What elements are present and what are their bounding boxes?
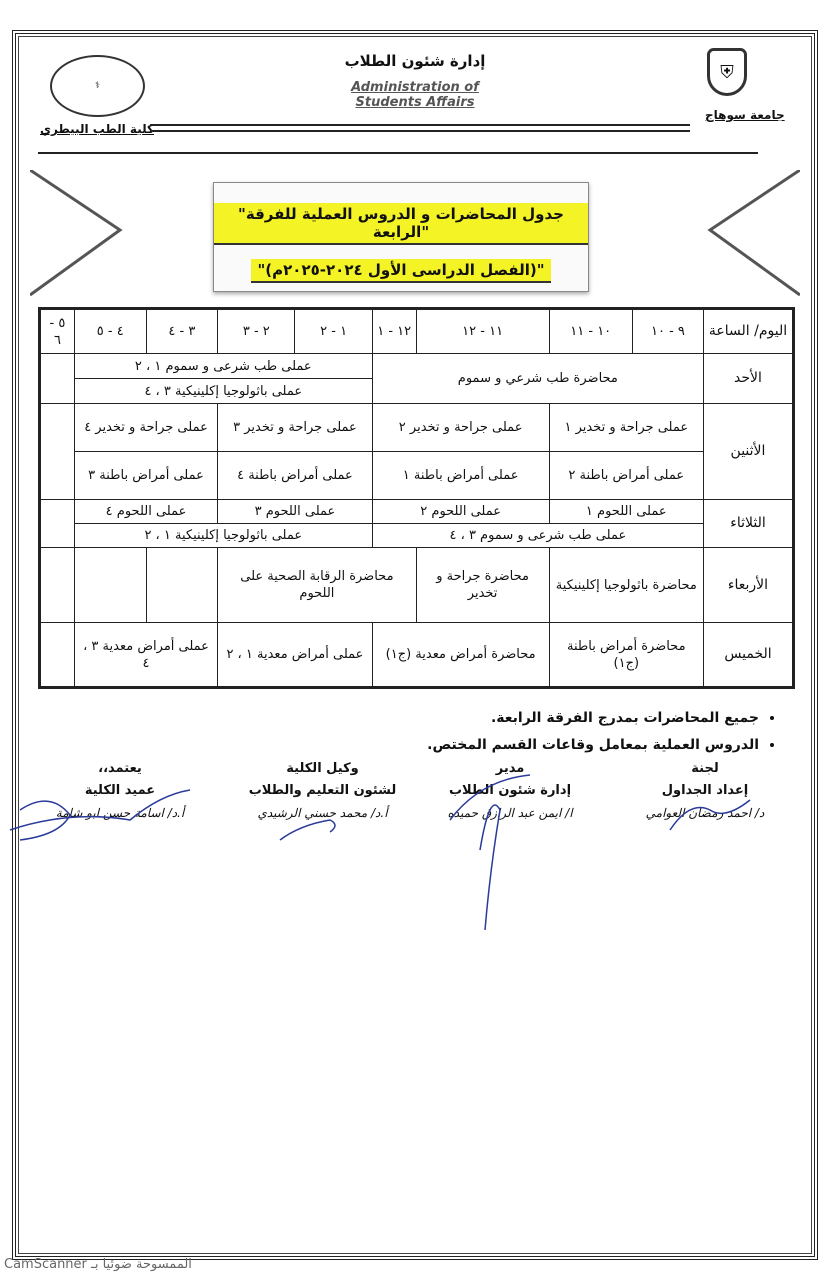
- schedule-title: "جدول المحاضرات و الدروس العملية للفرقة …: [214, 203, 588, 245]
- class-cell: عملى أمراض معدية ٣ ، ٤: [73, 622, 219, 688]
- signature-director: مدير إدارة شئون الطلاب ا/ ايمن عبد الرازق …: [435, 758, 585, 824]
- class-cell: عملى أمراض باطنة ٣: [73, 451, 219, 500]
- divider: [38, 152, 758, 154]
- class-cell: عملى أمراض باطنة ١: [371, 451, 550, 500]
- schedule-table: اليوم/ الساعة ٩ - ١٠ ١٠ - ١١ ١١ - ١٢ ١٢ …: [38, 307, 795, 689]
- sig-title: مدير: [495, 761, 525, 776]
- university-name: جامعة سوهاج: [705, 108, 785, 122]
- page-inner-frame: [18, 36, 812, 1254]
- class-cell: عملى اللحوم ٤: [73, 499, 219, 524]
- day-wednesday: الأربعاء: [703, 547, 794, 623]
- class-cell: عملى جراحة و تخدير ٢: [371, 403, 550, 452]
- class-cell: عملى جراحة و تخدير ٤: [73, 403, 219, 452]
- class-cell: عملى باثولوجيا إكلينيكية ٣ ، ٤: [73, 378, 373, 404]
- time-cell: ٥ - ٦: [39, 308, 75, 354]
- class-cell: عملى أمراض باطنة ٢: [548, 451, 705, 500]
- empty-cell: [39, 499, 75, 548]
- divider: [150, 124, 690, 126]
- sig-subtitle: إعداد الجداول: [661, 783, 749, 798]
- sig-name: ا/ ايمن عبد الرازق حميده: [447, 806, 573, 820]
- camscanner-watermark: الممسوحة ضوئيا بـ CamScanner: [4, 1257, 192, 1272]
- signature-vice-dean: وكيل الكلية لشئون التعليم والطلاب أ.د/ محم…: [235, 758, 410, 824]
- day-monday: الأثنين: [703, 403, 794, 500]
- sig-subtitle: لشئون التعليم والطلاب: [248, 783, 397, 798]
- class-cell: عملى اللحوم ٣: [217, 499, 373, 524]
- empty-cell: [39, 353, 75, 404]
- class-cell: عملى اللحوم ١: [548, 499, 705, 524]
- notes-list: جميع المحاضرات بمدرج الفرقة الرابعة. الد…: [427, 705, 759, 759]
- title-banner: "جدول المحاضرات و الدروس العملية للفرقة …: [213, 182, 589, 292]
- time-cell: ٢ - ٣: [217, 308, 296, 354]
- sig-subtitle: إدارة شئون الطلاب: [448, 783, 572, 798]
- time-cell: ١١ - ١٢: [415, 308, 550, 354]
- note-item: جميع المحاضرات بمدرج الفرقة الرابعة.: [427, 705, 759, 732]
- dept-arabic: إدارة شئون الطلاب: [344, 52, 486, 70]
- class-cell: عملى جراحة و تخدير ٣: [217, 403, 373, 452]
- sig-title: يعتمد،،: [98, 761, 142, 776]
- empty-cell: [73, 547, 147, 623]
- class-cell: محاضرة جراحة و تخدير: [415, 547, 550, 623]
- class-cell: عملى اللحوم ٢: [371, 499, 550, 524]
- ribbon-decoration: [30, 170, 800, 297]
- sig-name: أ.د/ محمد حسني الرشيدي: [257, 806, 388, 820]
- sig-subtitle: عميد الكلية: [84, 783, 156, 798]
- class-cell: عملى باثولوجيا إكلينيكية ١ ، ٢: [73, 523, 373, 548]
- class-cell: محاضرة باثولوجيا إكلينيكية: [548, 547, 705, 623]
- class-cell: محاضرة طب شرعي و سموم: [371, 353, 705, 404]
- handwritten-signatures: [9, 774, 751, 930]
- time-cell: ٩ - ١٠: [631, 308, 705, 354]
- sig-title: وكيل الكلية: [286, 761, 359, 776]
- day-sunday: الأحد: [703, 353, 794, 404]
- class-cell: عملى جراحة و تخدير ١: [548, 403, 705, 452]
- empty-cell: [39, 547, 75, 623]
- class-cell: عملى أمراض باطنة ٤: [217, 451, 373, 500]
- class-cell: محاضرة الرقابة الصحية على اللحوم: [217, 547, 417, 623]
- time-cell: ٣ - ٤: [145, 308, 219, 354]
- empty-cell: [145, 547, 219, 623]
- dept-english: Administration of Students Affairs: [351, 80, 479, 110]
- class-cell: محاضرة أمراض باطنة (ج١): [548, 622, 705, 688]
- university-logo: ⛨: [707, 48, 747, 96]
- note-item: الدروس العملية بمعامل وقاعات القسم المخت…: [427, 732, 759, 759]
- faculty-logo: ⚕: [50, 55, 145, 117]
- page-frame: [12, 30, 818, 1260]
- empty-cell: [39, 622, 75, 688]
- divider: [150, 130, 690, 132]
- faculty-name: كلية الطب البيطري: [40, 122, 154, 136]
- time-cell: ٤ - ٥: [73, 308, 147, 354]
- sig-title: لجنة: [691, 761, 719, 776]
- time-cell: ١٢ - ١: [371, 308, 417, 354]
- class-cell: عملى طب شرعى و سموم ١ ، ٢: [73, 353, 373, 379]
- day-tuesday: الثلاثاء: [703, 499, 794, 548]
- semester-title: "(الفصل الدراسى الأول ٢٠٢٤-٢٠٢٥م)": [251, 259, 551, 283]
- time-cell: ١ - ٢: [294, 308, 373, 354]
- header-row: اليوم/ الساعة ٩ - ١٠ ١٠ - ١١ ١١ - ١٢ ١٢ …: [39, 308, 794, 354]
- class-cell: عملى أمراض معدية ١ ، ٢: [217, 622, 373, 688]
- empty-cell: [39, 403, 75, 500]
- corner-cell: اليوم/ الساعة: [703, 308, 794, 354]
- time-cell: ١٠ - ١١: [548, 308, 633, 354]
- class-cell: عملى طب شرعى و سموم ٣ ، ٤: [371, 523, 705, 548]
- day-thursday: الخميس: [703, 622, 794, 688]
- class-cell: محاضرة أمراض معدية (ج١): [371, 622, 550, 688]
